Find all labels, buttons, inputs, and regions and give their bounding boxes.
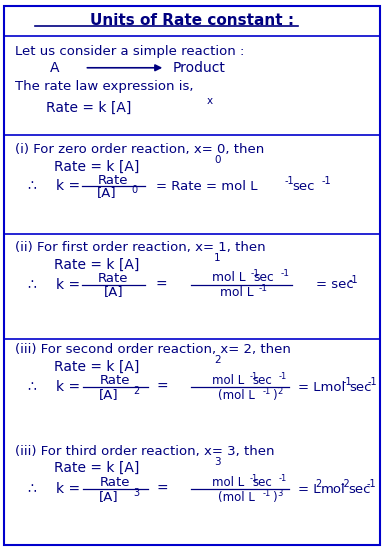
Text: Rate = k [A]: Rate = k [A]: [54, 359, 139, 374]
Text: -1: -1: [322, 176, 331, 186]
Text: sec: sec: [252, 374, 272, 387]
Text: -1: -1: [263, 387, 271, 396]
Text: 3: 3: [278, 489, 283, 498]
Text: ): ): [272, 490, 277, 504]
Text: Rate = k [A]: Rate = k [A]: [54, 461, 139, 476]
Text: Product: Product: [173, 61, 226, 75]
Text: Let us consider a simple reaction :: Let us consider a simple reaction :: [15, 45, 245, 58]
Text: mol L: mol L: [212, 271, 245, 284]
Text: The rate law expression is,: The rate law expression is,: [15, 80, 194, 93]
Text: -1: -1: [367, 479, 376, 489]
Text: -1: -1: [368, 377, 377, 387]
Text: (mol L: (mol L: [218, 490, 255, 504]
Text: (mol L: (mol L: [218, 388, 255, 402]
Text: 0: 0: [131, 185, 137, 195]
Text: sec: sec: [349, 381, 372, 394]
Text: x: x: [207, 96, 213, 106]
Text: 3: 3: [133, 488, 139, 498]
Text: k =: k =: [56, 179, 80, 193]
Text: ∴: ∴: [27, 278, 36, 292]
Text: sec: sec: [293, 180, 315, 193]
Text: 2: 2: [133, 386, 139, 396]
Text: ∴: ∴: [27, 179, 36, 193]
Text: mol: mol: [321, 483, 346, 496]
Text: 0: 0: [214, 155, 221, 165]
Text: =: =: [156, 278, 167, 292]
Text: mol L: mol L: [212, 476, 245, 489]
Text: 1: 1: [214, 253, 221, 263]
Text: [A]: [A]: [98, 388, 118, 401]
Text: (iii) For third order reaction, x= 3, then: (iii) For third order reaction, x= 3, th…: [15, 445, 275, 458]
Text: ∴: ∴: [27, 380, 36, 395]
FancyBboxPatch shape: [4, 6, 380, 545]
Text: Units of Rate constant :: Units of Rate constant :: [90, 13, 294, 29]
Text: -1: -1: [249, 474, 258, 483]
Text: -2: -2: [341, 479, 350, 489]
Text: Rate = k [A]: Rate = k [A]: [46, 100, 131, 115]
Text: = Rate = mol L: = Rate = mol L: [156, 180, 257, 193]
Text: sec: sec: [349, 483, 371, 496]
Text: A: A: [50, 61, 60, 75]
Text: Rate: Rate: [100, 374, 131, 387]
Text: -1: -1: [343, 377, 353, 387]
Text: Rate: Rate: [98, 174, 129, 187]
Text: mol L: mol L: [212, 374, 245, 387]
Text: k =: k =: [56, 380, 80, 395]
Text: -1: -1: [278, 474, 286, 483]
Text: (ii) For first order reaction, x= 1, then: (ii) For first order reaction, x= 1, the…: [15, 241, 266, 255]
Text: [A]: [A]: [103, 285, 123, 298]
Text: -1: -1: [250, 269, 259, 278]
Text: -1: -1: [249, 372, 258, 381]
Text: ∴: ∴: [27, 482, 36, 496]
Text: 2: 2: [278, 387, 283, 396]
Text: 3: 3: [214, 457, 221, 467]
Text: -1: -1: [285, 176, 295, 186]
Text: k =: k =: [56, 482, 80, 496]
Text: mol L: mol L: [220, 285, 254, 299]
Text: Rate = k [A]: Rate = k [A]: [54, 257, 139, 272]
Text: Rate: Rate: [100, 476, 131, 489]
Text: [A]: [A]: [98, 490, 118, 503]
Text: 2: 2: [214, 355, 221, 365]
Text: -1: -1: [263, 489, 271, 498]
Text: -1: -1: [278, 372, 286, 381]
Text: sec: sec: [253, 271, 274, 284]
Text: [A]: [A]: [96, 186, 116, 199]
Text: = Lmol: = Lmol: [298, 381, 345, 394]
Text: Rate = k [A]: Rate = k [A]: [54, 159, 139, 174]
Text: -1: -1: [258, 284, 268, 293]
Text: 2: 2: [316, 479, 322, 489]
Text: Rate: Rate: [98, 272, 129, 285]
Text: -1: -1: [281, 269, 290, 278]
Text: k =: k =: [56, 278, 80, 292]
Text: =: =: [157, 380, 168, 395]
Text: (iii) For second order reaction, x= 2, then: (iii) For second order reaction, x= 2, t…: [15, 343, 291, 356]
Text: = sec: = sec: [316, 278, 353, 291]
Text: (i) For zero order reaction, x= 0, then: (i) For zero order reaction, x= 0, then: [15, 143, 265, 156]
Text: = L: = L: [298, 483, 320, 496]
Text: =: =: [157, 482, 168, 496]
Text: -1: -1: [349, 275, 358, 285]
Text: ): ): [272, 388, 277, 402]
Text: sec: sec: [252, 476, 272, 489]
